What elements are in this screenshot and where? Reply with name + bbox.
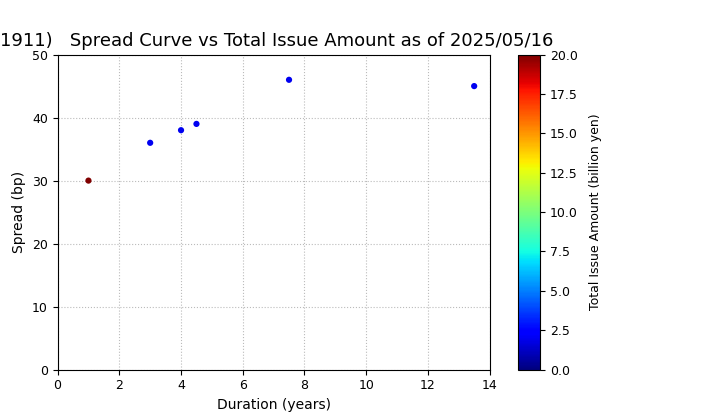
Y-axis label: Total Issue Amount (billion yen): Total Issue Amount (billion yen) — [589, 114, 602, 310]
Point — [283, 76, 294, 83]
Point — [175, 127, 186, 134]
Point — [145, 139, 156, 146]
X-axis label: Duration (years): Duration (years) — [217, 398, 330, 412]
Point — [83, 177, 94, 184]
Point — [191, 121, 202, 127]
Title: (1911)   Spread Curve vs Total Issue Amount as of 2025/05/16: (1911) Spread Curve vs Total Issue Amoun… — [0, 32, 554, 50]
Y-axis label: Spread (bp): Spread (bp) — [12, 171, 27, 253]
Point — [469, 83, 480, 89]
